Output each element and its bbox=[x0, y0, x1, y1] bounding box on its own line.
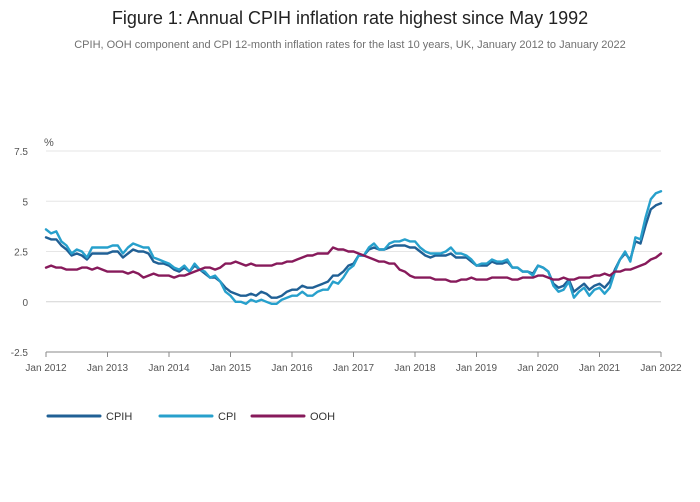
chart-subtitle: CPIH, OOH component and CPI 12-month inf… bbox=[74, 39, 626, 51]
series-line-ooh bbox=[44, 246, 663, 283]
legend: CPIH CPI OOH bbox=[46, 411, 335, 423]
legend-label-ooh: OOH bbox=[310, 411, 335, 423]
legend-label-cpi: CPI bbox=[218, 411, 236, 423]
y-tick-label: 7.5 bbox=[14, 147, 28, 158]
x-tick-label: Jan 2012 bbox=[25, 363, 67, 374]
x-tick-label: Jan 2021 bbox=[579, 363, 621, 374]
y-tick-label: 0 bbox=[22, 298, 28, 309]
y-tick-label: -2.5 bbox=[11, 348, 29, 359]
x-tick-label: Jan 2018 bbox=[394, 363, 436, 374]
series-line-cpi bbox=[44, 189, 663, 305]
x-tick-label: Jan 2014 bbox=[148, 363, 190, 374]
legend-label-cpih: CPIH bbox=[106, 411, 132, 423]
x-tick-label: Jan 2013 bbox=[87, 363, 129, 374]
y-tick-label: 2.5 bbox=[14, 248, 28, 259]
x-axis: Jan 2012 Jan 2013 Jan 2014 Jan 2015 Jan 2016… bbox=[25, 351, 682, 374]
y-tick-labels: -2.5 0 2.5 5 7.5 bbox=[11, 147, 29, 359]
chart-title: Figure 1: Annual CPIH inflation rate hig… bbox=[112, 8, 588, 28]
x-tick-label: Jan 2016 bbox=[271, 363, 313, 374]
x-tick-label: Jan 2017 bbox=[333, 363, 375, 374]
x-tick-label: Jan 2022 bbox=[640, 363, 682, 374]
x-tick-label: Jan 2015 bbox=[210, 363, 252, 374]
x-tick-label: Jan 2019 bbox=[456, 363, 498, 374]
y-axis-label: % bbox=[44, 137, 54, 149]
x-tick-label: Jan 2020 bbox=[517, 363, 559, 374]
y-tick-label: 5 bbox=[22, 197, 28, 208]
series-lines bbox=[44, 189, 663, 305]
